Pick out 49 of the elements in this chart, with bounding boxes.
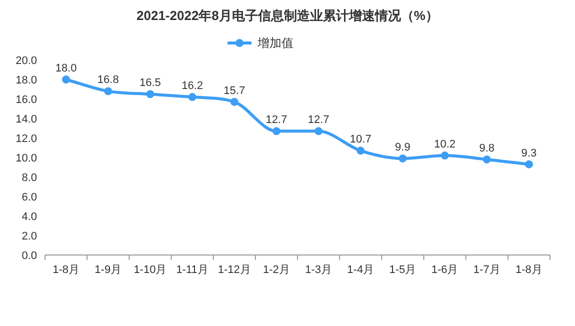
legend-label: 增加值 [256, 36, 294, 50]
y-tick-label: 6.0 [22, 192, 37, 204]
x-tick-label: 1-10月 [134, 264, 167, 276]
y-tick-label: 8.0 [22, 172, 37, 184]
point [524, 160, 533, 168]
point [314, 127, 323, 136]
data-label: 16.8 [97, 74, 119, 86]
data-label: 16.5 [139, 77, 161, 90]
data-label: 12.7 [266, 114, 288, 126]
x-tick-label: 1-11月 [176, 264, 208, 276]
x-tick-label: 1-5月 [389, 264, 416, 276]
x-tick-label: 1-6月 [431, 264, 458, 276]
chart-title: 2021-2022年8月电子信息制造业累计增速情况（%） [136, 8, 438, 23]
point [188, 93, 196, 102]
data-label: 9.3 [521, 147, 537, 160]
point [272, 127, 280, 136]
data-label: 12.7 [308, 114, 330, 126]
point [398, 154, 407, 162]
y-tick-label: 4.0 [22, 211, 37, 223]
y-tick-label: 2.0 [22, 230, 37, 242]
data-label: 10.2 [434, 138, 456, 151]
x-tick-label: 1-7月 [473, 264, 500, 276]
x-tick-label: 1-2月 [263, 264, 290, 276]
point [356, 146, 365, 155]
y-tick-label: 16.0 [16, 94, 37, 106]
x-tick-label: 1-3月 [305, 264, 332, 276]
y-tick-label: 18.0 [16, 74, 37, 86]
x-tick-label: 1-8月 [52, 264, 80, 276]
point [62, 76, 70, 84]
y-tick-label: 14.0 [16, 114, 37, 126]
x-tick-label: 1-9月 [94, 264, 122, 276]
y-tick-label: 12.0 [16, 133, 37, 145]
point [482, 155, 491, 164]
y-tick-label: 0.0 [22, 250, 37, 262]
data-label: 10.7 [350, 134, 372, 146]
data-label: 18.0 [55, 62, 77, 74]
data-label: 9.8 [479, 142, 495, 154]
point [230, 98, 238, 106]
point [146, 90, 154, 98]
y-tick-label: 20.0 [16, 55, 37, 67]
data-label: 15.7 [224, 84, 246, 97]
x-tick-label: 1-8月 [516, 264, 542, 276]
data-label: 16.2 [182, 80, 204, 92]
data-label: 9.9 [395, 141, 410, 154]
point [104, 87, 112, 96]
x-tick-label: 1-4月 [347, 264, 374, 276]
y-tick-label: 10.0 [16, 152, 37, 164]
x-tick-label: 1-12月 [218, 264, 251, 276]
point [440, 152, 449, 160]
